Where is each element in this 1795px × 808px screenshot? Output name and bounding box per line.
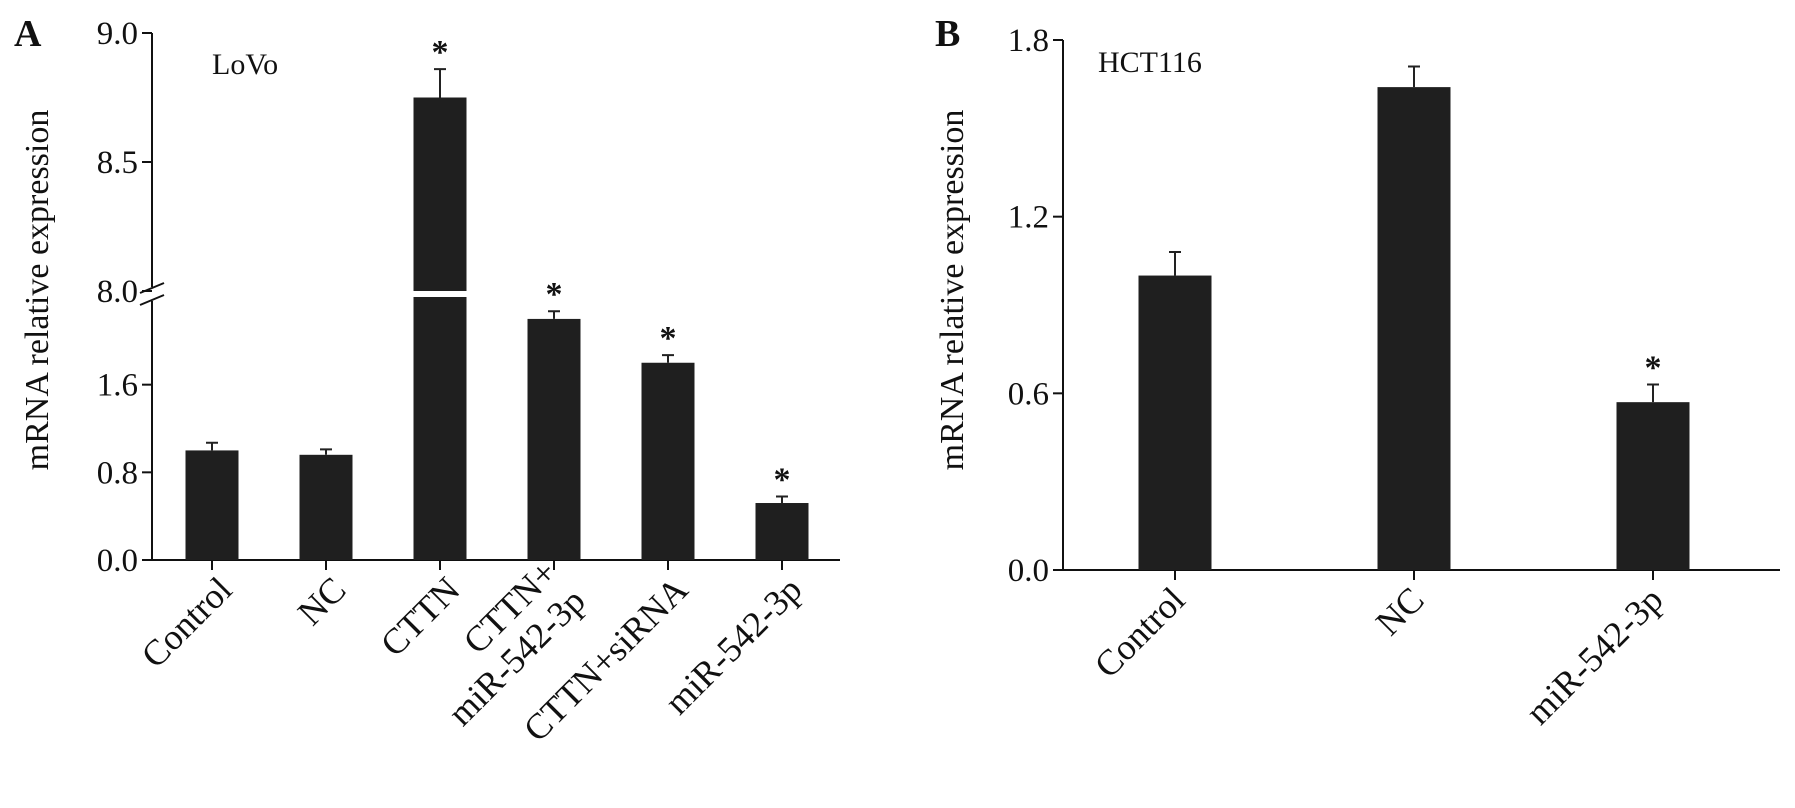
panel-b-bar (1138, 275, 1212, 570)
panel-a-bar-break-gap (412, 291, 468, 297)
panel-b-error-bar (1169, 251, 1181, 276)
panel-b-y-tick-label: 0.6 (1008, 376, 1049, 412)
panel-b-y-axis-label: mRNA relative expression (934, 110, 971, 471)
panel-b-bar (1616, 402, 1690, 570)
panel-a-significance-mark: * (774, 461, 791, 498)
panel-a-bar (755, 503, 809, 560)
panel-a-significance-mark: * (546, 276, 563, 313)
panel-a-y-tick-label: 8.0 (97, 274, 138, 310)
panel-a-significance-mark: * (660, 320, 677, 357)
panel-a-y-axis-label: mRNA relative expression (19, 110, 56, 471)
panel-a-bar (299, 454, 353, 560)
panel-b-error-bar (1647, 383, 1659, 403)
panel-b: B HCT116 mRNA relative expression 0.0 0.6… (934, 13, 1780, 732)
panel-a-bar (641, 362, 695, 560)
panel-a-error-bar (434, 68, 446, 98)
panel-a-bar (185, 450, 239, 560)
panel-a-error-bar (320, 448, 332, 455)
panel-b-y-tick-label: 0.0 (1008, 553, 1049, 589)
panel-a-error-bar (662, 354, 674, 363)
panel-a-category-label: NC (290, 569, 354, 633)
panel-a-cell-line: LoVo (212, 48, 278, 81)
panel-a-category-label: CTTN (373, 569, 468, 664)
panel-a-error-bar (206, 441, 218, 451)
panel-a-y-tick-label: 1.6 (97, 368, 138, 404)
panel-a-category-label: Control (133, 569, 239, 675)
panel-b-significance-mark: * (1645, 350, 1662, 387)
panel-b-category-label: Control (1087, 579, 1193, 685)
panel-a-bar (527, 318, 581, 560)
panel-a-bar (413, 97, 467, 560)
panel-a-y-tick-label: 9.0 (97, 16, 138, 52)
panel-b-error-bar (1408, 65, 1420, 88)
panel-a: A LoVo mRNA relative expression 0.0 0.8 1.… (14, 13, 840, 749)
panel-b-y-tick-label: 1.2 (1008, 200, 1049, 236)
panel-b-bar (1377, 87, 1451, 570)
panel-a-y-tick-label: 8.5 (97, 145, 138, 181)
panel-b-category-label: miR-542-3p (1518, 579, 1671, 732)
panel-a-significance-mark: * (432, 34, 449, 71)
panel-b-category-label: NC (1368, 579, 1432, 643)
panel-b-letter: B (935, 13, 960, 55)
panel-a-error-bar (776, 495, 788, 504)
panel-a-letter: A (14, 13, 42, 55)
panel-b-y-tick-label: 1.8 (1008, 23, 1049, 59)
panel-a-y-tick-label: 0.8 (97, 455, 138, 491)
panel-a-axis-break-mark (139, 294, 165, 306)
panel-b-cell-line: HCT116 (1098, 46, 1202, 79)
panel-a-error-bar (548, 310, 560, 319)
panel-a-y-tick-label: 0.0 (97, 543, 138, 579)
